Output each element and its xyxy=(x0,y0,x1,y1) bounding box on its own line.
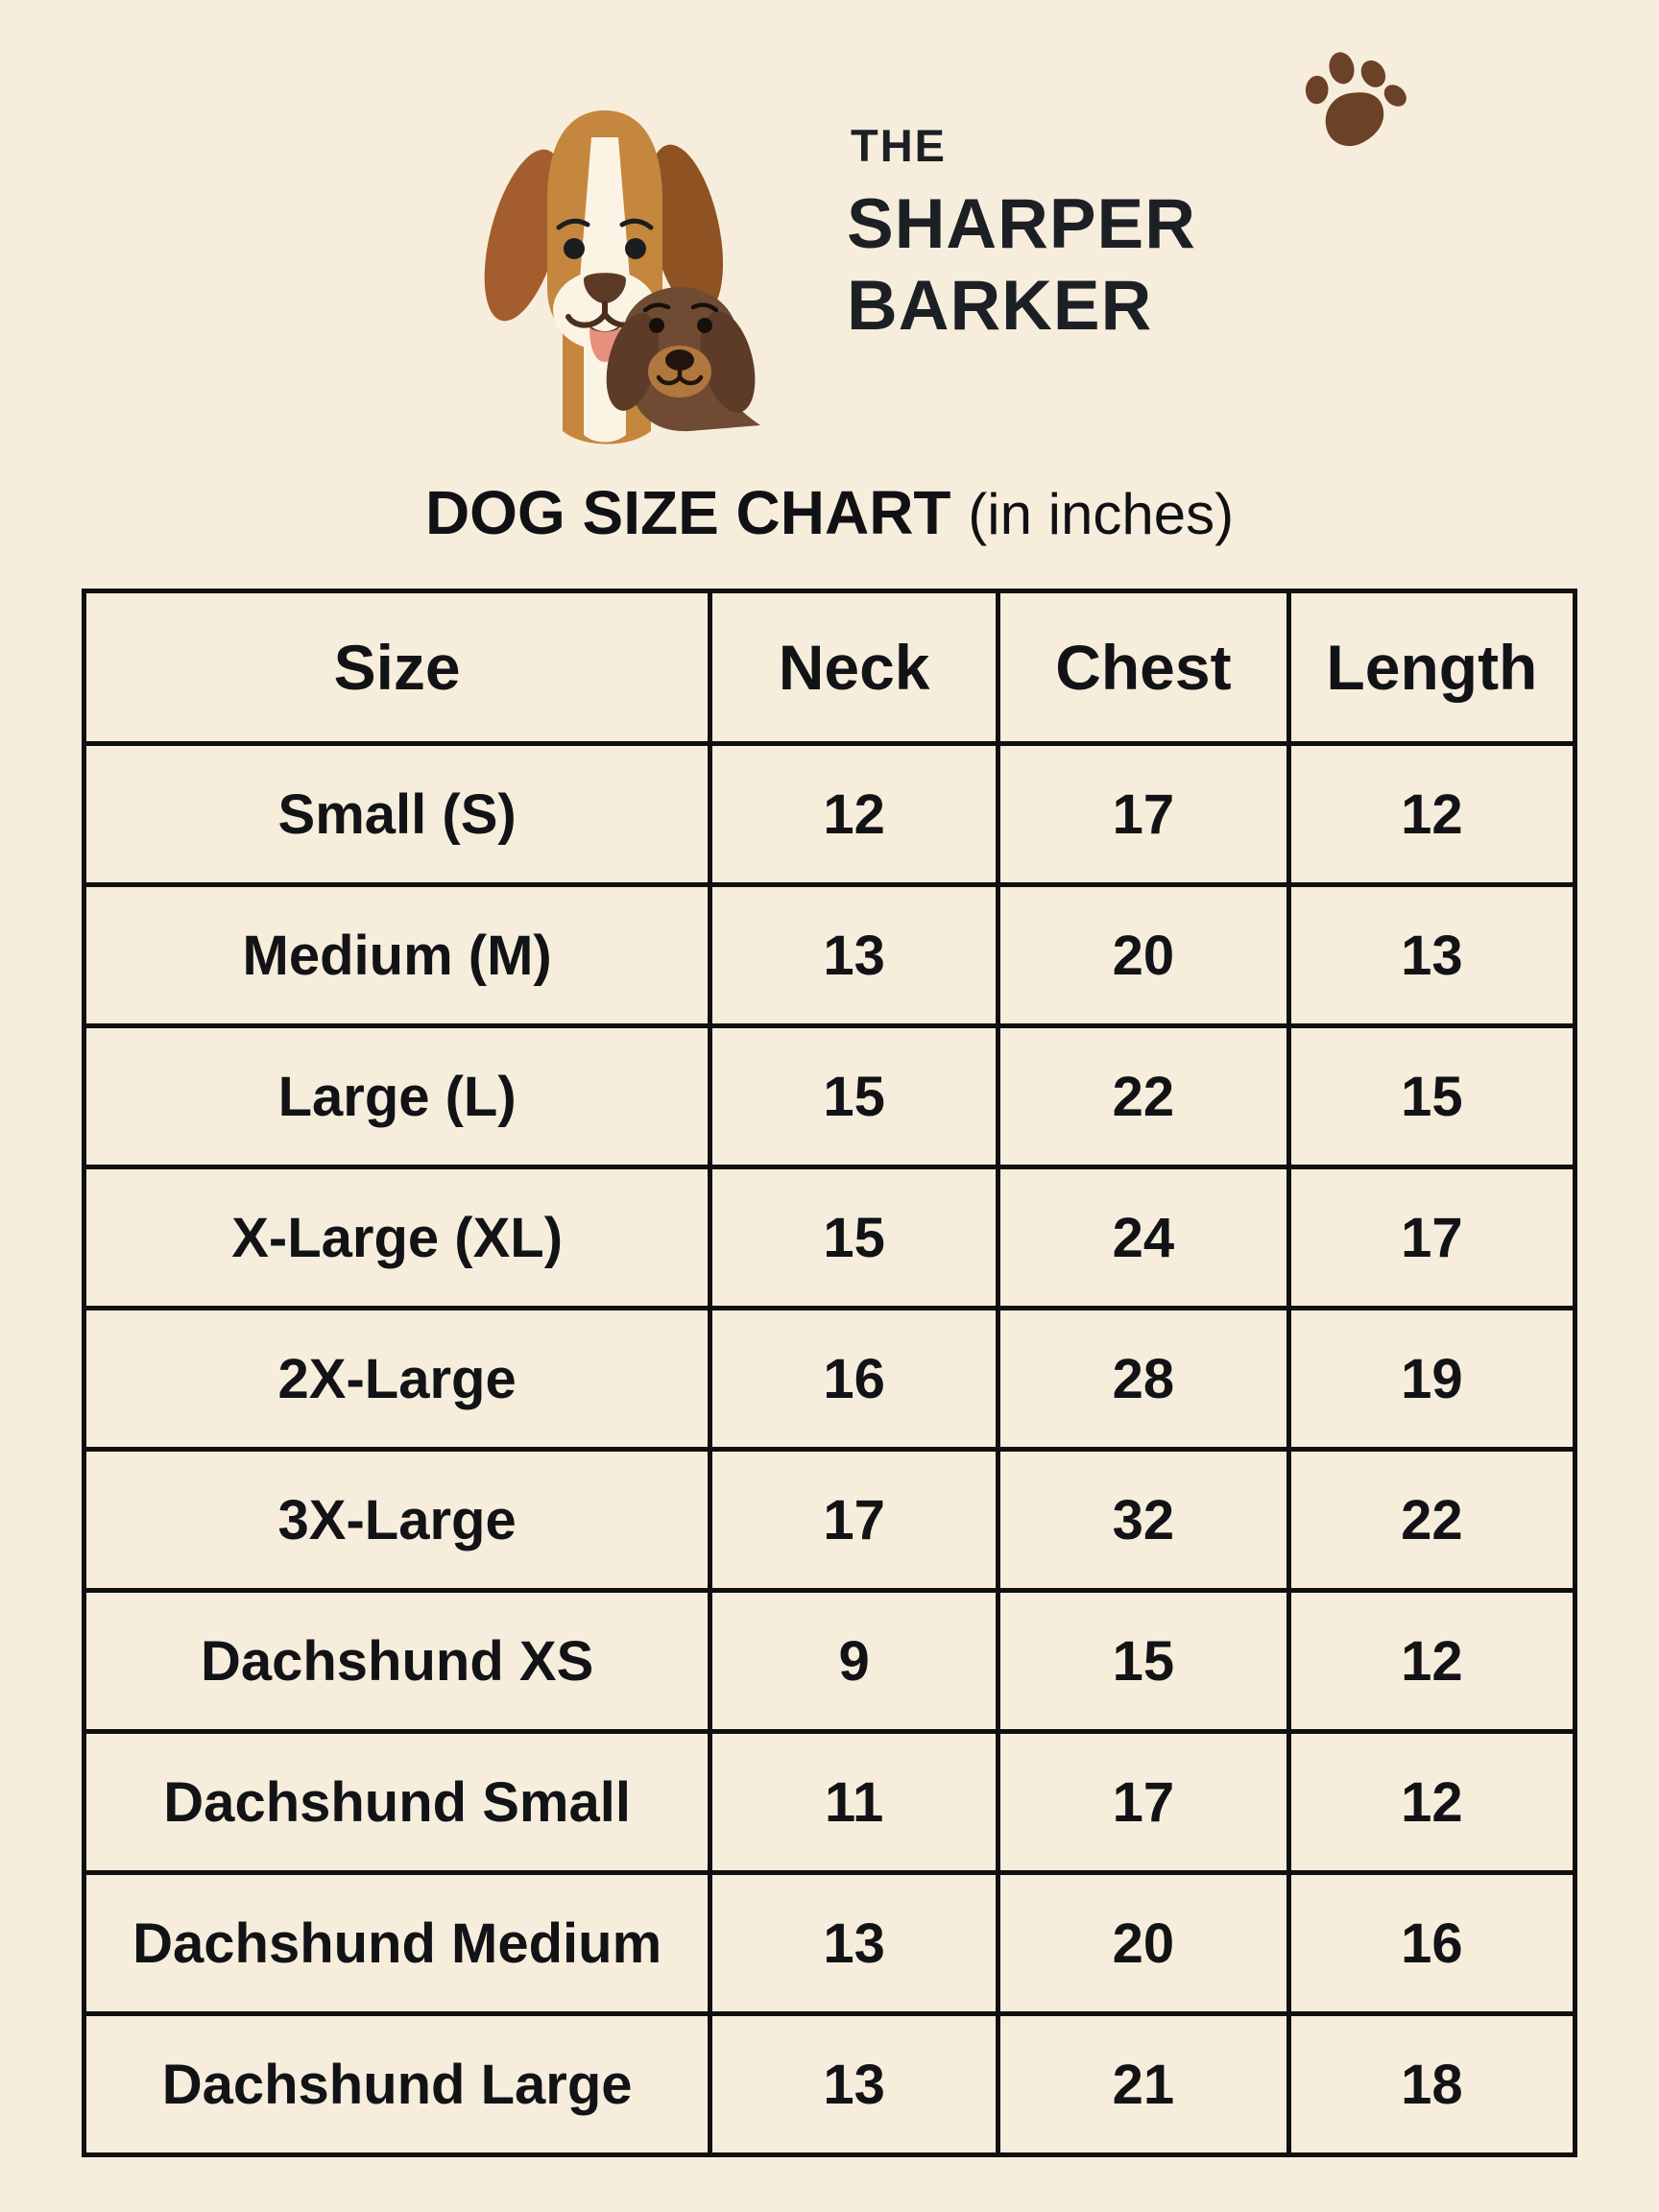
measurement-value-cell: 12 xyxy=(1286,1588,1578,1734)
size-label-cell: Dachshund Large xyxy=(81,2011,713,2157)
measurement-value-cell: 28 xyxy=(995,1306,1291,1452)
page-title-suffix: (in inches) xyxy=(968,482,1235,546)
measurement-value-cell: 13 xyxy=(1286,882,1578,1028)
measurement-value-cell: 20 xyxy=(995,1870,1291,2016)
column-header-chest: Chest xyxy=(995,589,1291,746)
measurement-value-cell: 21 xyxy=(995,2011,1291,2157)
size-label-cell: Dachshund Medium xyxy=(81,1870,713,2016)
table-row: Medium (M) 13 20 13 xyxy=(81,882,1578,1028)
measurement-value-cell: 15 xyxy=(708,1023,1000,1169)
column-header-length: Length xyxy=(1286,589,1578,746)
measurement-value-cell: 19 xyxy=(1286,1306,1578,1452)
measurement-value-cell: 32 xyxy=(995,1447,1291,1593)
measurement-value-cell: 15 xyxy=(708,1165,1000,1310)
measurement-value-cell: 17 xyxy=(708,1447,1000,1593)
measurement-value-cell: 16 xyxy=(1286,1870,1578,2016)
measurement-value-cell: 18 xyxy=(1286,2011,1578,2157)
measurement-value-cell: 17 xyxy=(995,741,1291,887)
logo-header: THE SHARPER BARKER xyxy=(0,83,1659,453)
measurement-value-cell: 12 xyxy=(1286,741,1578,887)
brand-line-barker: BARKER xyxy=(847,266,1153,345)
measurement-value-cell: 13 xyxy=(708,882,1000,1028)
size-label-cell: 2X-Large xyxy=(81,1306,713,1452)
table-row: Small (S) 12 17 12 xyxy=(81,741,1578,887)
size-chart-table: Size Neck Chest Length Small (S) 12 17 12 Mediu… xyxy=(81,589,1578,2157)
size-label-cell: X-Large (XL) xyxy=(81,1165,713,1310)
measurement-value-cell: 17 xyxy=(1286,1165,1578,1310)
header-row: Size Neck Chest Length xyxy=(81,589,1578,746)
measurement-value-cell: 22 xyxy=(1286,1447,1578,1593)
size-label-cell: Medium (M) xyxy=(81,882,713,1028)
brand-wordmark: THE SHARPER BARKER xyxy=(847,123,1196,352)
column-header-neck: Neck xyxy=(708,589,1000,746)
measurement-value-cell: 22 xyxy=(995,1023,1291,1169)
measurement-value-cell: 12 xyxy=(708,741,1000,887)
page-title-main: DOG SIZE CHART xyxy=(424,478,951,547)
paw-print-icon xyxy=(1305,52,1407,146)
measurement-value-cell: 12 xyxy=(1286,1729,1578,1875)
size-chart-body: Small (S) 12 17 12 Medium (M) 13 20 13 Large (L)… xyxy=(81,741,1578,2157)
measurement-value-cell: 20 xyxy=(995,882,1291,1028)
measurement-value-cell: 24 xyxy=(995,1165,1291,1310)
size-chart-header: Size Neck Chest Length xyxy=(81,589,1578,746)
measurement-value-cell: 13 xyxy=(708,1870,1000,2016)
table-row: Dachshund Small 11 17 12 xyxy=(81,1729,1578,1875)
table-row: 2X-Large 16 28 19 xyxy=(81,1306,1578,1452)
size-label-cell: Dachshund Small xyxy=(81,1729,713,1875)
size-label-cell: Large (L) xyxy=(81,1023,713,1169)
dachshund-illustration xyxy=(606,287,761,432)
table-row: Dachshund Medium 13 20 16 xyxy=(81,1870,1578,2016)
brand-line-the: THE xyxy=(851,119,948,171)
measurement-value-cell: 16 xyxy=(708,1306,1000,1452)
measurement-value-cell: 11 xyxy=(708,1729,1000,1875)
measurement-value-cell: 9 xyxy=(708,1588,1000,1734)
table-row: Dachshund XS 9 15 12 xyxy=(81,1588,1578,1734)
measurement-value-cell: 13 xyxy=(708,2011,1000,2157)
measurement-value-cell: 17 xyxy=(995,1729,1291,1875)
size-label-cell: Dachshund XS xyxy=(81,1588,713,1734)
beagle-dachshund-logo-illustration xyxy=(484,110,761,445)
measurement-value-cell: 15 xyxy=(1286,1023,1578,1169)
size-label-cell: Small (S) xyxy=(81,741,713,887)
table-row: X-Large (XL) 15 24 17 xyxy=(81,1165,1578,1310)
brand-line-sharper: SHARPER xyxy=(847,184,1196,263)
table-row: Large (L) 15 22 15 xyxy=(81,1023,1578,1169)
table-row: Dachshund Large 13 21 18 xyxy=(81,2011,1578,2157)
table-row: 3X-Large 17 32 22 xyxy=(81,1447,1578,1593)
page-title: DOG SIZE CHART (in inches) xyxy=(0,474,1659,553)
column-header-size: Size xyxy=(81,589,713,746)
measurement-value-cell: 15 xyxy=(995,1588,1291,1734)
size-label-cell: 3X-Large xyxy=(81,1447,713,1593)
